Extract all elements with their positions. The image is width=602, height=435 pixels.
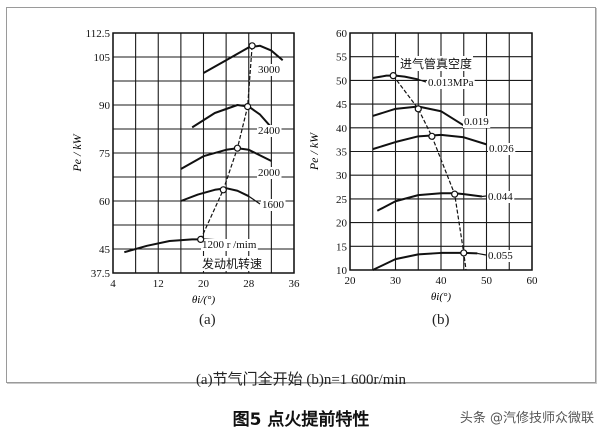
figure-title: 图5 点火提前特性 [232, 410, 370, 430]
legend-title: 进气管真空度 [400, 56, 472, 71]
x-tick-label: 28 [243, 278, 255, 290]
y-tick-label: 112.5 [86, 28, 111, 40]
y-tick-label: 10 [336, 265, 348, 277]
y-tick-label: 20 [336, 218, 348, 230]
y-tick-label: 25 [336, 194, 348, 206]
x-tick-label: 30 [390, 275, 402, 287]
optimum-advance-line [392, 75, 467, 271]
axis-ticks: 20 30 40 50 60 10 15 20 25 30 35 40 45 50 55 60 [336, 28, 538, 287]
optimum-point-marker [451, 190, 459, 198]
y-tick-label: 60 [99, 196, 111, 208]
watermark: 头条 @汽修技师众微联 [459, 411, 594, 426]
y-tick-label: 37.5 [91, 268, 111, 280]
series-label: 1600 [262, 199, 285, 211]
optimum-point-marker [219, 186, 227, 194]
series-label: 3000 [258, 64, 281, 76]
y-tick-label: 45 [99, 244, 111, 256]
optimum-point-marker [233, 144, 242, 152]
x-tick-label: 20 [345, 275, 357, 287]
y-axis-label: Pe / kW [70, 133, 84, 172]
chart-a: 4 12 20 28 36 37.5 45 60 75 90 105 112.5 θi/(°) Pe / … [70, 28, 300, 306]
y-tick-label: 35 [336, 147, 348, 159]
y-axis-label: Pe / kW [307, 132, 321, 171]
y-tick-label: 75 [99, 148, 111, 160]
optimum-point-marker [428, 132, 436, 140]
optimum-point-marker [244, 102, 252, 111]
optimum-point-marker [389, 72, 397, 80]
series-curve-1600 [180, 187, 250, 202]
series-label: 0.055 [488, 250, 513, 262]
series-label: 2000 [258, 167, 281, 179]
x-axis-label: θi/(°) [192, 294, 216, 306]
x-tick-label: 20 [198, 278, 210, 290]
optimum-point-marker [414, 105, 422, 113]
plot-border [112, 32, 295, 274]
x-tick-label: 50 [481, 275, 493, 287]
y-tick-label: 105 [94, 52, 111, 64]
y-tick-label: 60 [336, 28, 348, 40]
x-tick-label: 4 [110, 278, 116, 290]
series-curve-2400 [191, 104, 273, 129]
series-label: 2400 [258, 125, 281, 137]
y-tick-label: 50 [336, 75, 348, 87]
chart-b: 20 30 40 50 60 10 15 20 25 30 35 40 45 50 55 60 θi(°) Pe … [307, 28, 538, 303]
x-tick-label: 40 [436, 275, 448, 287]
x-tick-label: 60 [527, 275, 539, 287]
axis-ticks: 4 12 20 28 36 37.5 45 60 75 90 105 112.5 [86, 28, 300, 290]
y-tick-label: 40 [336, 123, 348, 135]
y-tick-label: 45 [336, 99, 348, 111]
y-tick-label: 30 [336, 170, 348, 182]
x-tick-label: 12 [153, 278, 164, 290]
optimum-point-marker [460, 249, 468, 257]
series-label: 0.026 [489, 143, 514, 155]
x-tick-label: 36 [289, 278, 301, 290]
y-tick-label: 15 [336, 241, 348, 253]
series-curve-0.044 [376, 192, 483, 212]
chart-a-sublabel: (a) [199, 312, 216, 328]
series-label: 0.019 [464, 116, 489, 128]
legend-title: 发动机转速 [202, 256, 262, 271]
x-axis-label: θi(°) [431, 291, 452, 303]
figure-caption: (a)节气门全开始 (b)n=1 600r/min [195, 372, 407, 388]
series-curve-2000 [180, 147, 272, 170]
series-label: 1200 r /mim [202, 239, 257, 251]
plot-border [349, 32, 533, 271]
series-label: 0.044 [488, 191, 513, 203]
series-label: 0.013MPa [428, 77, 474, 89]
y-tick-label: 55 [336, 52, 348, 64]
y-tick-label: 90 [99, 100, 111, 112]
chart-b-sublabel: (b) [432, 312, 450, 328]
optimum-point-marker [197, 235, 205, 243]
optimum-point-marker [248, 42, 256, 50]
